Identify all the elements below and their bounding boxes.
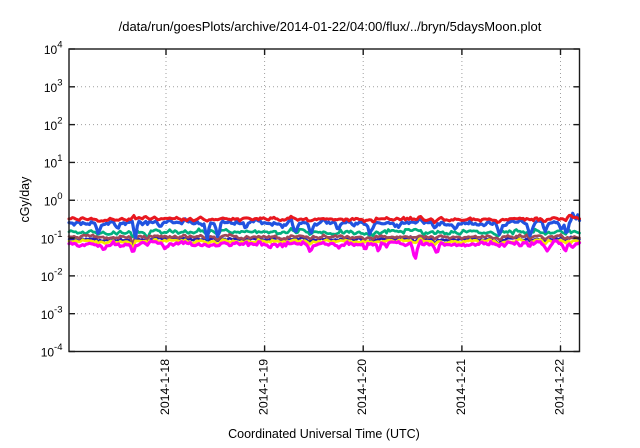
svg-text:2014-1-22: 2014-1-22 bbox=[553, 359, 567, 415]
svg-text:/data/run/goesPlots/archive/20: /data/run/goesPlots/archive/2014-01-22/0… bbox=[119, 19, 542, 34]
svg-text:2014-1-21: 2014-1-21 bbox=[454, 359, 468, 415]
svg-text:Coordinated Universal Time (UT: Coordinated Universal Time (UTC) bbox=[228, 427, 420, 441]
svg-text:cGy/day: cGy/day bbox=[18, 176, 32, 223]
svg-text:2014-1-18: 2014-1-18 bbox=[158, 359, 172, 415]
svg-text:2014-1-19: 2014-1-19 bbox=[257, 359, 271, 415]
svg-text:2014-1-20: 2014-1-20 bbox=[355, 359, 369, 415]
